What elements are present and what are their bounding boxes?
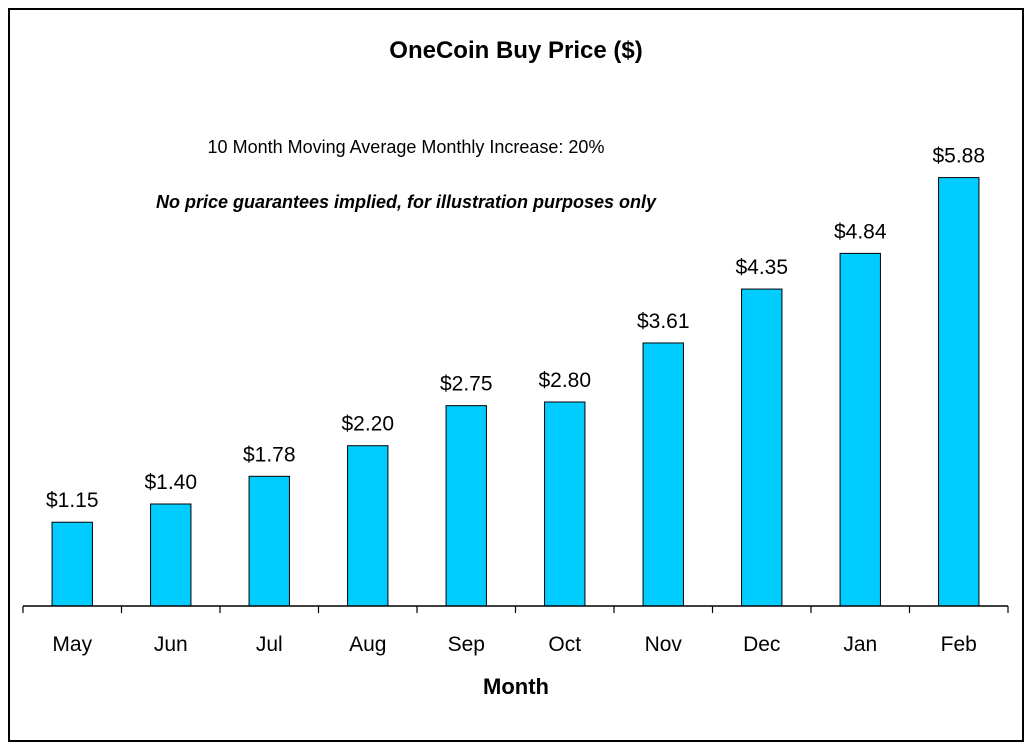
tick-label-sep: Sep	[448, 633, 485, 656]
chart-title: OneCoin Buy Price ($)	[389, 37, 642, 64]
data-label-sep: $2.75	[440, 373, 493, 396]
tick-label-jun: Jun	[154, 633, 188, 656]
bar-nov	[642, 342, 684, 607]
data-label-jan: $4.84	[834, 220, 887, 243]
data-labels: $1.15 $1.40 $1.78 $2.20 $2.75 $2.80 $3.61 $4.35…	[46, 145, 985, 513]
tick-label-oct: Oct	[548, 633, 581, 656]
data-label-oct: $2.80	[538, 369, 591, 392]
x-axis-label: Month	[483, 674, 549, 699]
tick-label-nov: Nov	[645, 633, 683, 656]
bar-jun	[150, 503, 192, 607]
data-label-may: $1.15	[46, 489, 99, 512]
tick-label-jan: Jan	[843, 633, 877, 656]
bar-series	[51, 177, 980, 607]
tick-label-jul: Jul	[256, 633, 283, 656]
moving-average-note: 10 Month Moving Average Monthly Increase…	[208, 137, 605, 157]
data-label-feb: $5.88	[932, 145, 985, 168]
tick-label-dec: Dec	[743, 633, 780, 656]
data-label-dec: $4.35	[735, 256, 788, 279]
data-label-jun: $1.40	[144, 471, 197, 494]
data-label-aug: $2.20	[341, 413, 394, 436]
tick-label-may: May	[52, 633, 92, 656]
bar-jul	[248, 475, 290, 607]
data-label-jul: $1.78	[243, 443, 296, 466]
x-axis-ticks	[22, 606, 1009, 613]
bar-may	[51, 521, 93, 607]
bar-jan	[839, 252, 881, 607]
disclaimer-note: No price guarantees implied, for illustr…	[156, 192, 657, 212]
data-label-nov: $3.61	[637, 310, 690, 333]
tick-label-feb: Feb	[941, 633, 977, 656]
tick-label-aug: Aug	[349, 633, 386, 656]
x-axis-tick-labels: May Jun Jul Aug Sep Oct Nov Dec Jan Feb	[52, 633, 976, 656]
chart-frame: OneCoin Buy Price ($) 10 Month Moving Av…	[8, 8, 1024, 742]
bar-sep	[445, 405, 487, 607]
bar-feb	[938, 177, 980, 607]
bar-oct	[544, 401, 586, 607]
bar-aug	[347, 445, 389, 607]
bar-chart: OneCoin Buy Price ($) 10 Month Moving Av…	[22, 37, 1009, 699]
bar-dec	[741, 288, 783, 607]
